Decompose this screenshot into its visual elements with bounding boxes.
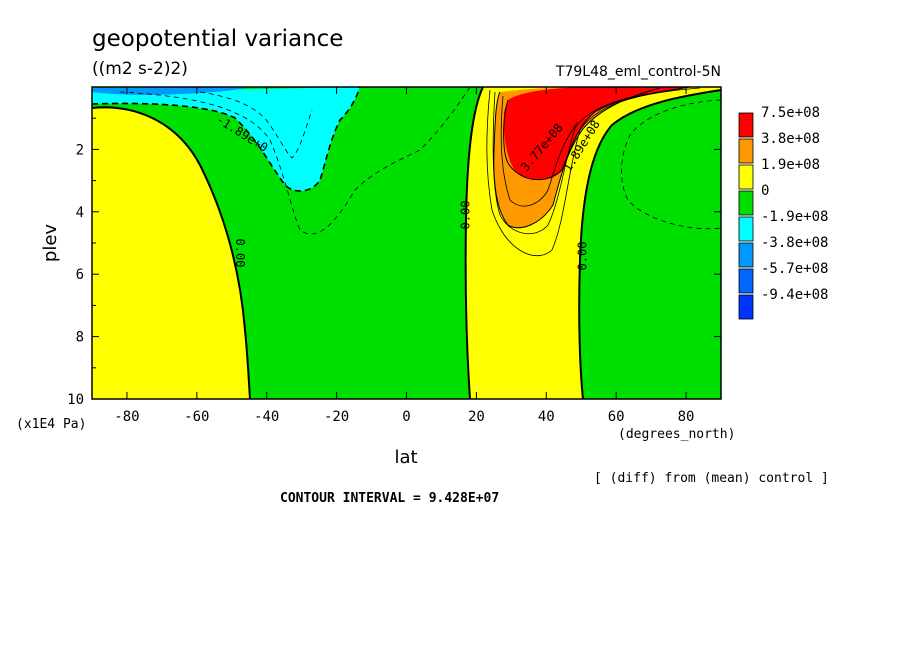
- contour-zero-south: [92, 106, 251, 399]
- contour-pos-thin-1: [486, 87, 701, 256]
- legend-swatch: [738, 138, 754, 164]
- legend-swatch: [738, 268, 754, 294]
- run-label: T79L48_eml_control-5N: [555, 64, 721, 80]
- contour-label-zero-south: 0.00: [233, 239, 247, 268]
- contour-lines: [92, 87, 721, 399]
- x-tick-label: 80: [678, 409, 695, 425]
- legend-swatch: [738, 164, 754, 190]
- legend-label: -3.8e+08: [761, 235, 828, 251]
- y-axis-ticks: 2 4 6 8 10: [67, 117, 721, 408]
- x-tick-label: -60: [184, 409, 209, 425]
- y-tick-label: 4: [76, 205, 84, 221]
- x-axis-ticks: -80 -60 -40 -20 0 20 40 60 80: [114, 87, 694, 425]
- contour-neg-thin-1: [119, 87, 471, 235]
- y-tick-label: 2: [76, 142, 84, 158]
- y-axis-units: (x1E4 Pa): [16, 417, 86, 432]
- fill-red: [503, 87, 690, 180]
- x-tick-label: -40: [254, 409, 279, 425]
- legend-swatch: [738, 242, 754, 268]
- contour-zero-tropics: [464, 87, 484, 399]
- fill-yellow-south: [92, 107, 250, 399]
- x-tick-label: 60: [608, 409, 625, 425]
- x-axis-units: (degrees_north): [618, 427, 735, 442]
- y-tick-label: 6: [76, 267, 84, 283]
- contour-red-edge: [503, 87, 691, 181]
- plot-units: ((m2 s-2)2): [92, 59, 188, 79]
- legend-swatch: [738, 190, 754, 216]
- legend-label: 3.8e+08: [761, 131, 820, 147]
- contour-label-zero-north: 0.00: [576, 242, 590, 271]
- legend-label: 0: [761, 183, 769, 199]
- legend-swatch: [738, 216, 754, 242]
- y-axis-label: plev: [40, 224, 61, 263]
- legend-swatch: [738, 294, 754, 320]
- fill-cyan: [92, 87, 360, 192]
- x-tick-label: 40: [538, 409, 555, 425]
- plot-title: geopotential variance: [92, 26, 343, 52]
- x-tick-label: 20: [468, 409, 485, 425]
- y-tick-label: 8: [76, 330, 84, 346]
- contour-pos-inner-1: [500, 95, 579, 207]
- contour-interval: CONTOUR INTERVAL = 9.428E+07: [280, 491, 499, 506]
- diff-note: [ (diff) from (mean) control ]: [594, 471, 829, 486]
- y-tick-label: 10: [67, 392, 84, 408]
- contour-orange-edge: [493, 87, 661, 229]
- x-axis-label: lat: [394, 447, 417, 468]
- contour-neg-cyan-edge: [92, 87, 361, 192]
- x-tick-label: -20: [324, 409, 349, 425]
- contour-label-zero-tropics: 0.00: [459, 201, 473, 230]
- legend-label: 1.9e+08: [761, 157, 820, 173]
- color-legend: 7.5e+08 3.8e+08 1.9e+08 0 -1.9e+08 -3.8e+08 -5…: [738, 105, 828, 320]
- x-tick-label: 0: [402, 409, 410, 425]
- contour-zero-north: [578, 89, 721, 399]
- legend-label: -9.4e+08: [761, 287, 828, 303]
- x-tick-label: -80: [114, 409, 139, 425]
- contour-neg-thin-2: [199, 91, 313, 159]
- legend-label: 7.5e+08: [761, 105, 820, 121]
- legend-label: -1.9e+08: [761, 209, 828, 225]
- legend-swatch: [738, 112, 754, 138]
- contour-neg-thin-nh: [621, 99, 721, 230]
- contour-fills: [92, 87, 721, 399]
- legend-label: -5.7e+08: [761, 261, 828, 277]
